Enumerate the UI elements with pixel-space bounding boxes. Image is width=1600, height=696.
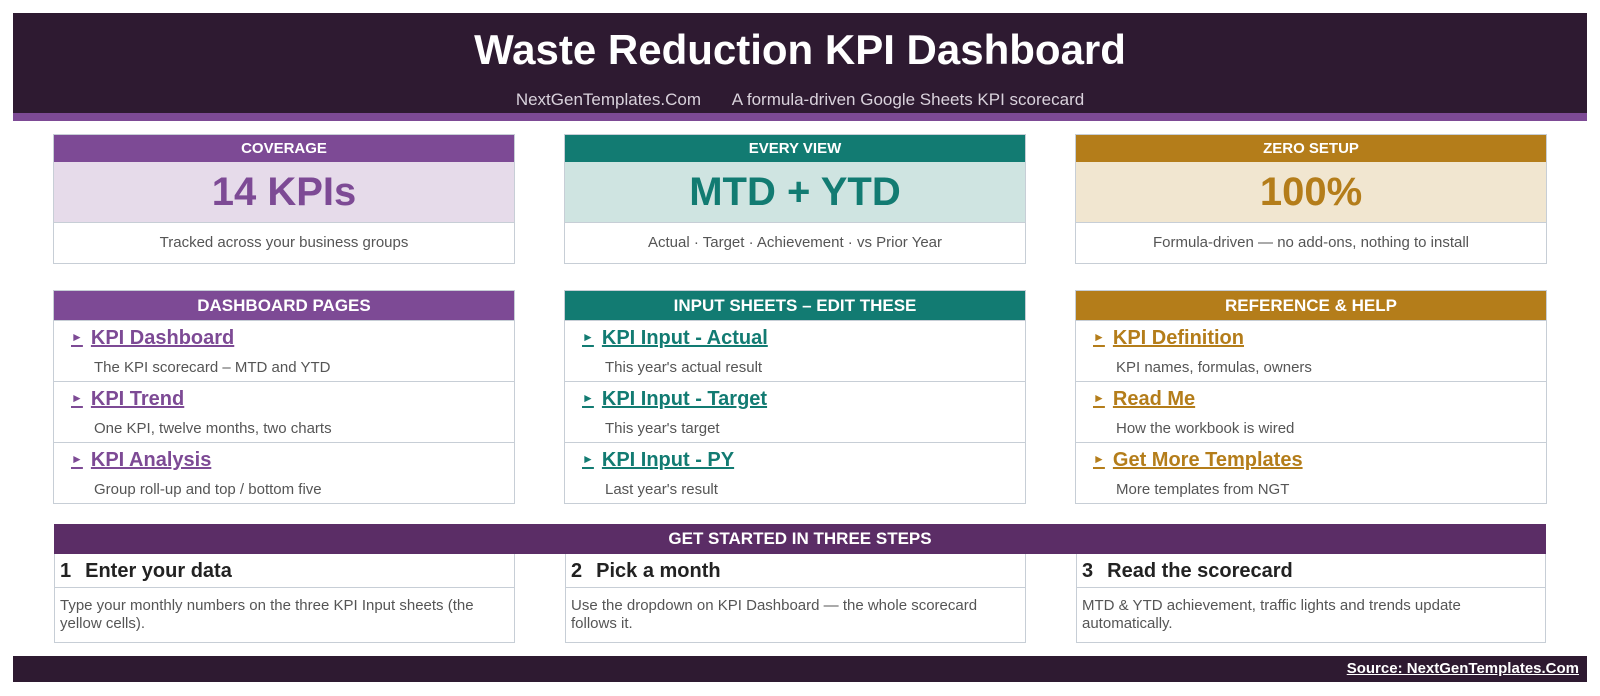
header-accent-stripe [13,113,1587,121]
panel-reference-help: REFERENCE & HELP ► KPI Definition KPI nam… [1075,290,1547,504]
panel-heading: DASHBOARD PAGES [54,291,514,320]
panel-heading: INPUT SHEETS – EDIT THESE [565,291,1025,320]
link-label: Read Me [1112,388,1196,410]
nav-item-kpi-definition: ► KPI Definition KPI names, formulas, own… [1076,320,1546,381]
header-subline: NextGenTemplates.Com A formula-driven Go… [13,90,1587,110]
stat-card-value: 14 KPIs [54,162,514,223]
nav-item-desc: One KPI, twelve months, two charts [94,420,332,437]
source-link[interactable]: Source: NextGenTemplates.Com [1346,660,1579,677]
stat-card-value: MTD + YTD [565,162,1025,223]
link-label: KPI Input - Target [601,388,768,410]
link-kpi-input-actual[interactable]: ► KPI Input - Actual [570,327,768,350]
nav-item-desc: Group roll-up and top / bottom five [94,481,322,498]
nav-item-kpi-input-actual: ► KPI Input - Actual This year's actual r… [565,320,1025,381]
footer-bar: Source: NextGenTemplates.Com [13,656,1587,682]
stat-card-desc: Formula-driven — no add-ons, nothing to … [1153,234,1469,251]
nav-item-kpi-trend: ► KPI Trend One KPI, twelve months, two c… [54,381,514,442]
nav-item-desc: The KPI scorecard – MTD and YTD [94,359,331,376]
step-number: 1 [60,560,72,582]
link-label: Get More Templates [1112,449,1303,471]
step-body: MTD & YTD achievement, traffic lights an… [1082,597,1461,632]
step-number: 3 [1082,560,1094,582]
nav-item-desc: This year's target [605,420,720,437]
stat-card-desc: Tracked across your business groups [159,234,409,251]
panel-dashboard-pages: DASHBOARD PAGES ► KPI Dashboard The KPI s… [53,290,515,504]
arrow-right-icon: ► [71,330,83,344]
link-label: KPI Input - PY [601,449,735,471]
stat-card-heading: ZERO SETUP [1076,135,1546,162]
link-label: KPI Dashboard [90,327,235,349]
link-label: KPI Input - Actual [601,327,768,349]
step-card-2: 2 Pick a month Use the dropdown on KPI Da… [565,554,1026,643]
link-kpi-input-target[interactable]: ► KPI Input - Target [570,388,767,411]
arrow-right-icon: ► [582,452,594,466]
arrow-right-icon: ► [1093,452,1105,466]
nav-item-desc: KPI names, formulas, owners [1116,359,1312,376]
steps-heading: GET STARTED IN THREE STEPS [54,524,1546,554]
step-title-text: Read the scorecard [1107,560,1293,582]
panel-heading: REFERENCE & HELP [1076,291,1546,320]
stat-card-coverage: COVERAGE 14 KPIs Tracked across your bus… [53,134,515,264]
stat-card-every-view: EVERY VIEW MTD + YTD Actual · Target · A… [564,134,1026,264]
nav-item-desc: How the workbook is wired [1116,420,1295,437]
nav-item-kpi-analysis: ► KPI Analysis Group roll-up and top / bo… [54,442,514,503]
nav-item-desc: More templates from NGT [1116,481,1290,498]
link-kpi-dashboard[interactable]: ► KPI Dashboard [59,327,234,350]
stat-card-desc: Actual · Target · Achievement · vs Prior… [647,234,943,251]
nav-item-kpi-input-py: ► KPI Input - PY Last year's result [565,442,1025,503]
link-kpi-input-py[interactable]: ► KPI Input - PY [570,449,734,472]
step-title: 1 Enter your data [55,554,514,588]
link-label: KPI Analysis [90,449,212,471]
arrow-right-icon: ► [582,330,594,344]
step-body: Use the dropdown on KPI Dashboard — the … [571,597,978,632]
nav-item-kpi-input-target: ► KPI Input - Target This year's target [565,381,1025,442]
stat-card-zero-setup: ZERO SETUP 100% Formula-driven — no add-… [1075,134,1547,264]
page-title: Waste Reduction KPI Dashboard [474,26,1126,73]
stat-card-heading: EVERY VIEW [565,135,1025,162]
nav-item-get-more-templates: ► Get More Templates More templates from … [1076,442,1546,503]
nav-item-desc: This year's actual result [605,359,763,376]
arrow-right-icon: ► [1093,330,1105,344]
arrow-right-icon: ► [582,391,594,405]
step-card-1: 1 Enter your data Type your monthly numbe… [54,554,515,643]
link-get-more-templates[interactable]: ► Get More Templates [1081,449,1303,472]
step-card-3: 3 Read the scorecard MTD & YTD achievemen… [1076,554,1546,643]
arrow-right-icon: ► [71,452,83,466]
step-title: 2 Pick a month [566,554,1025,588]
nav-item-desc: Last year's result [605,481,718,498]
stat-card-value: 100% [1076,162,1546,223]
stat-card-heading: COVERAGE [54,135,514,162]
link-read-me[interactable]: ► Read Me [1081,388,1195,411]
step-body: Type your monthly numbers on the three K… [60,597,474,632]
arrow-right-icon: ► [1093,391,1105,405]
nav-item-kpi-dashboard: ► KPI Dashboard The KPI scorecard – MTD a… [54,320,514,381]
nav-item-read-me: ► Read Me How the workbook is wired [1076,381,1546,442]
link-kpi-trend[interactable]: ► KPI Trend [59,388,184,411]
link-kpi-analysis[interactable]: ► KPI Analysis [59,449,211,472]
step-number: 2 [571,560,583,582]
step-title-text: Pick a month [596,560,721,582]
arrow-right-icon: ► [71,391,83,405]
tagline: A formula-driven Google Sheets KPI score… [731,90,1085,109]
step-title: 3 Read the scorecard [1077,554,1545,588]
link-kpi-definition[interactable]: ► KPI Definition [1081,327,1244,350]
link-label: KPI Trend [90,388,185,410]
step-title-text: Enter your data [85,560,232,582]
panel-input-sheets: INPUT SHEETS – EDIT THESE ► KPI Input - A… [564,290,1026,504]
header-banner: Waste Reduction KPI Dashboard NextGenTem… [13,13,1587,121]
link-label: KPI Definition [1112,327,1244,349]
site-name: NextGenTemplates.Com [515,90,701,109]
